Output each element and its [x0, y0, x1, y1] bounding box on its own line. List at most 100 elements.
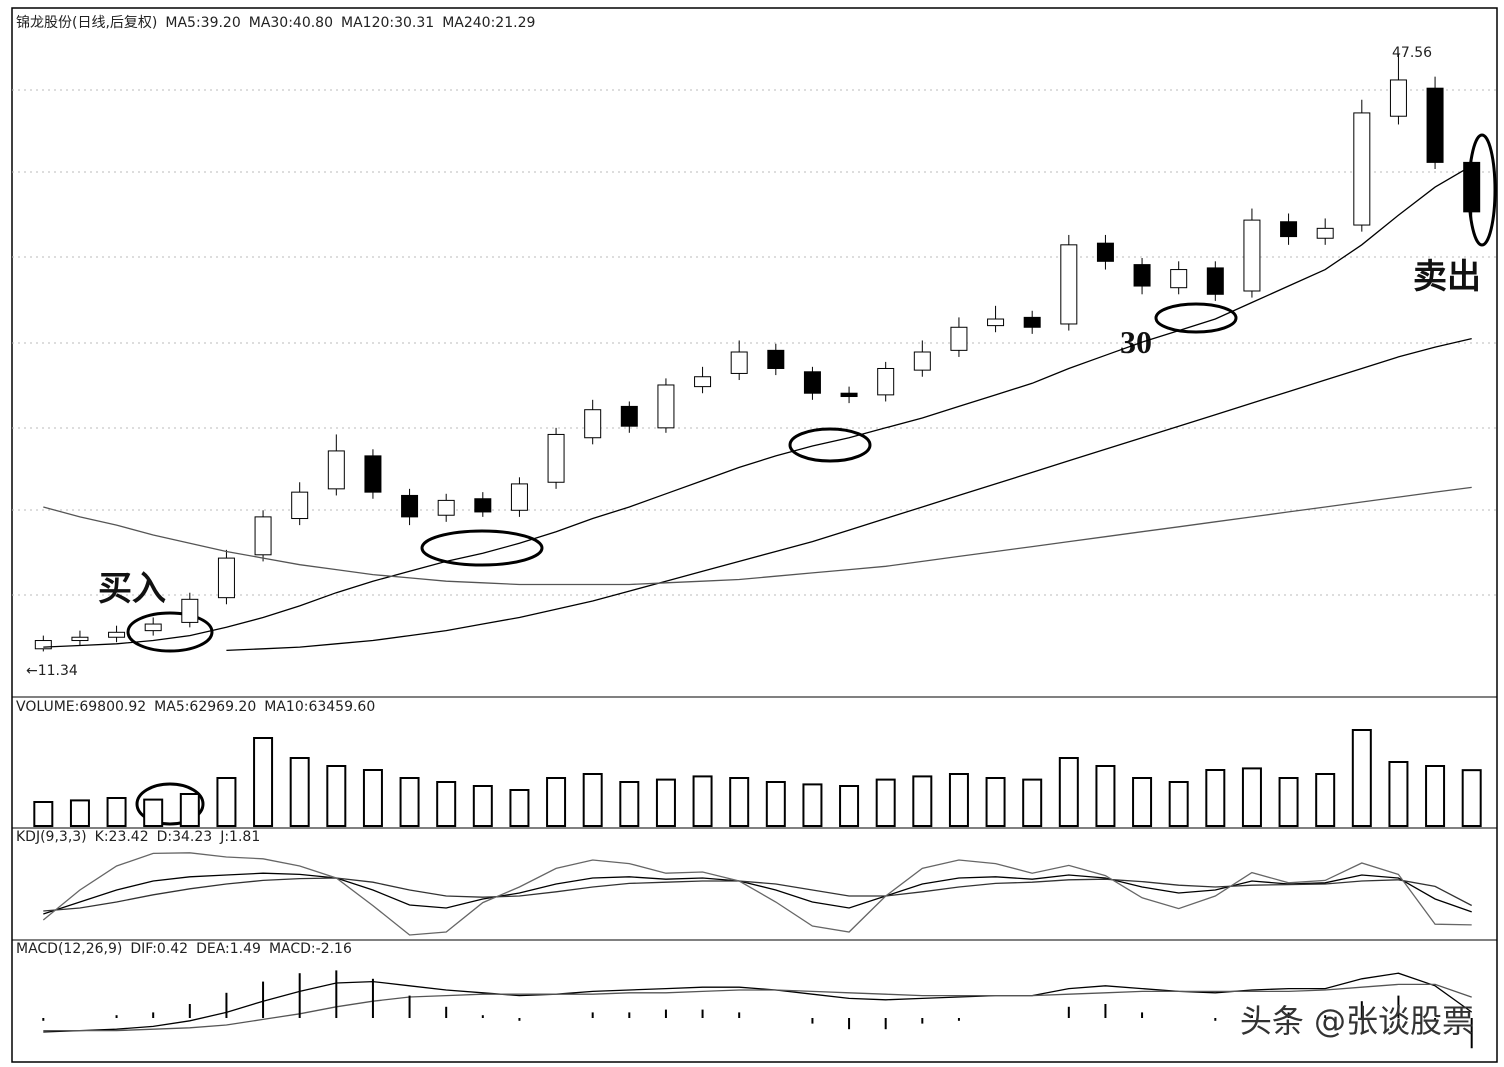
- candle: [1353, 112, 1371, 226]
- candle: [1243, 219, 1261, 292]
- panel-header: VOLUME:69800.92 MA5:62969.20 MA10:63459.60: [16, 699, 383, 715]
- candle: [877, 367, 895, 396]
- volume-bar: [912, 775, 933, 828]
- volume-bar: [619, 781, 640, 827]
- candle: [474, 498, 492, 513]
- volume-bar: [1168, 781, 1189, 827]
- volume-bar: [802, 783, 823, 828]
- volume-bar: [1058, 757, 1079, 827]
- volume-bar: [948, 773, 969, 827]
- series-line: [43, 165, 1473, 648]
- candle: [950, 326, 968, 351]
- series-line: [43, 872, 1472, 915]
- header-item: MA5:62969.20: [154, 699, 257, 715]
- volume-bar: [875, 778, 896, 827]
- header-item: D:34.23: [156, 829, 213, 845]
- candle: [1170, 269, 1188, 289]
- candle: [510, 483, 528, 511]
- frame: [11, 7, 1498, 1063]
- volume-bar: [765, 781, 786, 827]
- header-item: MA5:39.20: [165, 15, 241, 31]
- series-line: [42, 852, 1472, 936]
- volume-bar: [362, 769, 383, 827]
- candle: [1206, 267, 1224, 295]
- candle: [620, 405, 638, 427]
- volume-bar: [692, 775, 713, 828]
- header-item: DEA:1.49: [196, 941, 261, 957]
- panel-header: KDJ(9,3,3) K:23.42 D:34.23 J:1.81: [16, 829, 268, 845]
- series-line: [43, 983, 1472, 1032]
- volume-bar: [179, 793, 200, 827]
- volume-bar: [1315, 773, 1336, 827]
- candle: [547, 433, 565, 483]
- candle: [913, 351, 931, 371]
- candle: [364, 455, 382, 493]
- volume-bar: [546, 777, 567, 827]
- series-line: [43, 486, 1472, 586]
- candle: [1023, 316, 1041, 328]
- volume-bar: [985, 777, 1006, 827]
- series-line: [226, 337, 1472, 652]
- volume-bar: [1132, 777, 1153, 827]
- candle: [1426, 87, 1444, 163]
- annotation: 30: [1120, 324, 1152, 360]
- candle: [108, 631, 126, 638]
- candle: [803, 371, 821, 394]
- candle: [840, 392, 858, 398]
- volume-bar: [509, 789, 530, 827]
- candle: [71, 636, 89, 642]
- header-item: MA240:21.29: [442, 15, 536, 31]
- candle: [327, 450, 345, 490]
- grid: [12, 89, 1497, 596]
- candle: [144, 623, 162, 632]
- candle: [254, 516, 272, 556]
- header-item: J:1.81: [220, 829, 261, 845]
- volume-bar: [253, 737, 274, 827]
- candle: [437, 499, 455, 516]
- volume-bar: [582, 773, 603, 827]
- volume-bar: [1095, 765, 1116, 827]
- high-label: 47.56: [1392, 45, 1432, 61]
- candle: [1316, 227, 1334, 239]
- volume-bar: [1425, 765, 1446, 827]
- panel-header: 锦龙股份(日线,后复权) MA5:39.20 MA30:40.80 MA120:30.…: [16, 12, 543, 32]
- header-item: MA10:63459.60: [264, 699, 376, 715]
- candle: [694, 376, 712, 388]
- volume-bar: [472, 785, 493, 827]
- volume-bar: [1241, 767, 1262, 828]
- header-item: MACD:-2.16: [268, 941, 352, 957]
- header-item: DIF:0.42: [130, 941, 189, 957]
- candle: [1096, 242, 1114, 262]
- candle: [1060, 244, 1078, 325]
- candle: [291, 491, 309, 520]
- volume-bar: [1205, 769, 1226, 827]
- candle: [584, 409, 602, 439]
- volume-bar: [1461, 769, 1482, 827]
- candle: [1389, 79, 1407, 117]
- header-item: VOLUME:69800.92: [16, 699, 147, 715]
- candle: [1133, 264, 1151, 287]
- candle: [987, 318, 1005, 327]
- low-label: ←11.34: [26, 663, 78, 679]
- candle: [1463, 161, 1481, 213]
- panel-header: MACD(12,26,9) DIF:0.42 DEA:1.49 MACD:-2.16: [16, 941, 360, 957]
- candle: [657, 384, 675, 429]
- header-item: K:23.42: [94, 829, 149, 845]
- candle: [730, 351, 748, 374]
- candle: [401, 494, 419, 518]
- header-item: MA30:40.80: [248, 15, 334, 31]
- volume-bar: [216, 777, 237, 827]
- volume-bar: [729, 777, 750, 827]
- volume-bar: [289, 757, 310, 827]
- candle: [217, 557, 235, 599]
- header-item: MACD(12,26,9): [16, 941, 123, 957]
- volume-bar: [436, 781, 457, 827]
- volume-bar: [33, 801, 54, 827]
- volume-bar: [69, 799, 90, 828]
- volume-bar: [839, 785, 860, 827]
- series-line: [43, 877, 1473, 912]
- annotation: 卖出: [1413, 258, 1481, 296]
- header-item: 锦龙股份(日线,后复权): [16, 15, 158, 31]
- annotation: 买入: [98, 571, 166, 608]
